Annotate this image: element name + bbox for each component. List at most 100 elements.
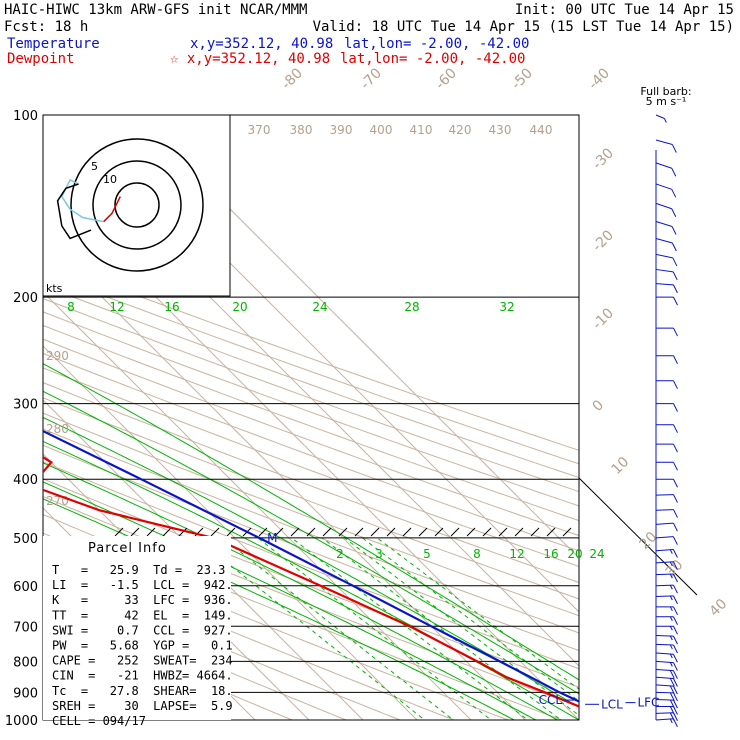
barb-flag bbox=[673, 595, 678, 605]
parcel-info-row: LI = -1.5 LCL = 942. bbox=[52, 578, 233, 592]
moist-adiabat-label: 32 bbox=[499, 300, 514, 314]
barb-half-flag bbox=[669, 573, 673, 579]
dewpoint-profile bbox=[43, 455, 579, 708]
header-forecast-hour: Fcst: 18 h bbox=[4, 19, 88, 35]
isotherm-label: -30 bbox=[590, 145, 617, 172]
moist-adiabat-label: 24 bbox=[312, 300, 327, 314]
pressure-label: 500 bbox=[13, 532, 38, 547]
barb-flag bbox=[672, 662, 678, 671]
barb-half-flag bbox=[669, 718, 673, 724]
dry-adiabat bbox=[43, 495, 579, 708]
barb-half-flag bbox=[669, 561, 673, 567]
hodograph-ring-label-10: 10 bbox=[103, 173, 117, 186]
parcel-info-row: PW = 5.68 YGP = 0.1 bbox=[52, 639, 233, 653]
hatch-mark bbox=[178, 527, 188, 537]
moist-adiabat-label: 12 bbox=[109, 300, 124, 314]
mixing-ratio-line bbox=[257, 537, 492, 720]
dry-adiabat bbox=[43, 324, 579, 522]
barb-flag bbox=[672, 522, 678, 532]
wind-barb bbox=[655, 652, 678, 663]
barb-flag bbox=[671, 144, 677, 153]
parcel-info-box: Parcel Info T = 25.9 Td = 23.3LI = -1.5 … bbox=[43, 536, 233, 728]
hatch-mark bbox=[450, 527, 460, 537]
hatch-mark bbox=[402, 527, 412, 537]
parcel-info-row: Tc = 27.8 SHEAR= 18. bbox=[52, 684, 233, 698]
moist-adiabat bbox=[43, 416, 579, 708]
wind-barb bbox=[655, 162, 677, 177]
wind-barb bbox=[655, 595, 678, 605]
dry-adiabat bbox=[43, 461, 579, 670]
barb-shaft bbox=[655, 494, 674, 496]
moist-adiabat-label: 28 bbox=[404, 300, 419, 314]
barb-half-flag bbox=[669, 662, 673, 667]
mixing-ratio-label: 3 bbox=[375, 547, 383, 561]
barb-flag bbox=[672, 536, 678, 545]
wind-barb bbox=[655, 699, 678, 709]
pressure-label: 300 bbox=[13, 398, 38, 413]
barb-flag bbox=[672, 561, 678, 570]
barb-flag bbox=[673, 584, 678, 594]
barb-flag bbox=[673, 644, 678, 654]
theta-label: 400 bbox=[370, 123, 393, 137]
barb-flag bbox=[672, 670, 678, 679]
barb-shaft bbox=[655, 238, 673, 244]
barb-shaft bbox=[655, 509, 674, 511]
mixing-ratio-line bbox=[321, 537, 562, 720]
parcel-info-row: K = 33 LFC = 936. bbox=[52, 593, 233, 607]
isotherm-label: -70 bbox=[358, 65, 385, 92]
barb-flag bbox=[673, 296, 678, 306]
barb-flag bbox=[669, 699, 675, 709]
wind-barb bbox=[655, 202, 677, 217]
moist-adiabat-label: 8 bbox=[67, 300, 75, 314]
barb-flag bbox=[673, 635, 678, 645]
moist-adiabat bbox=[43, 498, 516, 720]
wind-barb bbox=[656, 625, 678, 635]
lcl-marker: LCL bbox=[601, 697, 623, 711]
mixing-ratio-line bbox=[376, 537, 579, 690]
hodograph-ring bbox=[114, 182, 160, 228]
mixing-ratio-label: 16 bbox=[543, 547, 558, 561]
isotherm-label: 10 bbox=[609, 454, 633, 478]
dry-adiabat bbox=[43, 298, 579, 493]
hatch-mark bbox=[546, 527, 556, 537]
hatch-mark bbox=[386, 527, 396, 537]
hodograph-inset: kts 5 10 bbox=[42, 114, 231, 297]
wind-barb bbox=[656, 403, 678, 412]
header-valid-time: Valid: 18 UTC Tue 14 Apr 15 (15 LST Tue … bbox=[313, 19, 734, 35]
header-init-time: Init: 00 UTC Tue 14 Apr 15 bbox=[515, 2, 734, 18]
barb-flag bbox=[669, 685, 675, 695]
parcel-info-row: CAPE = 252 SWEAT= 234 bbox=[52, 654, 233, 668]
barb-flag bbox=[673, 380, 678, 390]
barb-half-flag bbox=[669, 644, 673, 650]
barb-shaft bbox=[655, 522, 674, 525]
hodograph-unit-label: kts bbox=[46, 282, 63, 295]
barb-flag bbox=[669, 692, 675, 702]
barb-flag bbox=[673, 606, 678, 616]
header-model-title: HAIC-HIWC 13km ARW-GFS init NCAR/MMM bbox=[4, 2, 307, 18]
hatch-mark bbox=[466, 527, 476, 537]
barb-flag bbox=[671, 208, 677, 217]
wind-barb bbox=[656, 478, 678, 488]
theta-label: 430 bbox=[489, 123, 512, 137]
barb-shaft bbox=[655, 139, 673, 146]
barb-flag bbox=[672, 678, 678, 687]
wind-barb bbox=[655, 183, 677, 198]
hodograph-ring bbox=[92, 160, 182, 250]
dry-adiabat bbox=[43, 272, 579, 465]
wind-barb bbox=[655, 643, 678, 654]
hatch-mark bbox=[226, 527, 236, 537]
isotherm-label: -20 bbox=[590, 227, 617, 254]
moist-adiabat bbox=[43, 440, 579, 720]
wind-barb bbox=[655, 684, 678, 695]
wind-barb bbox=[655, 584, 678, 594]
barb-shaft bbox=[655, 221, 673, 227]
barb-flag bbox=[673, 479, 678, 488]
barb-shaft bbox=[655, 183, 672, 190]
hatch-mark bbox=[434, 527, 444, 537]
theta-label: 380 bbox=[290, 123, 313, 137]
barb-flag bbox=[673, 355, 678, 364]
pressure-label: 900 bbox=[13, 686, 38, 701]
mixing-ratio-label: 2 bbox=[336, 547, 344, 561]
level-markers: ELMCCLLCLLFC bbox=[259, 531, 659, 711]
legend-dewpoint-latlon: lat,lon= -2.00, -42.00 bbox=[340, 51, 525, 67]
